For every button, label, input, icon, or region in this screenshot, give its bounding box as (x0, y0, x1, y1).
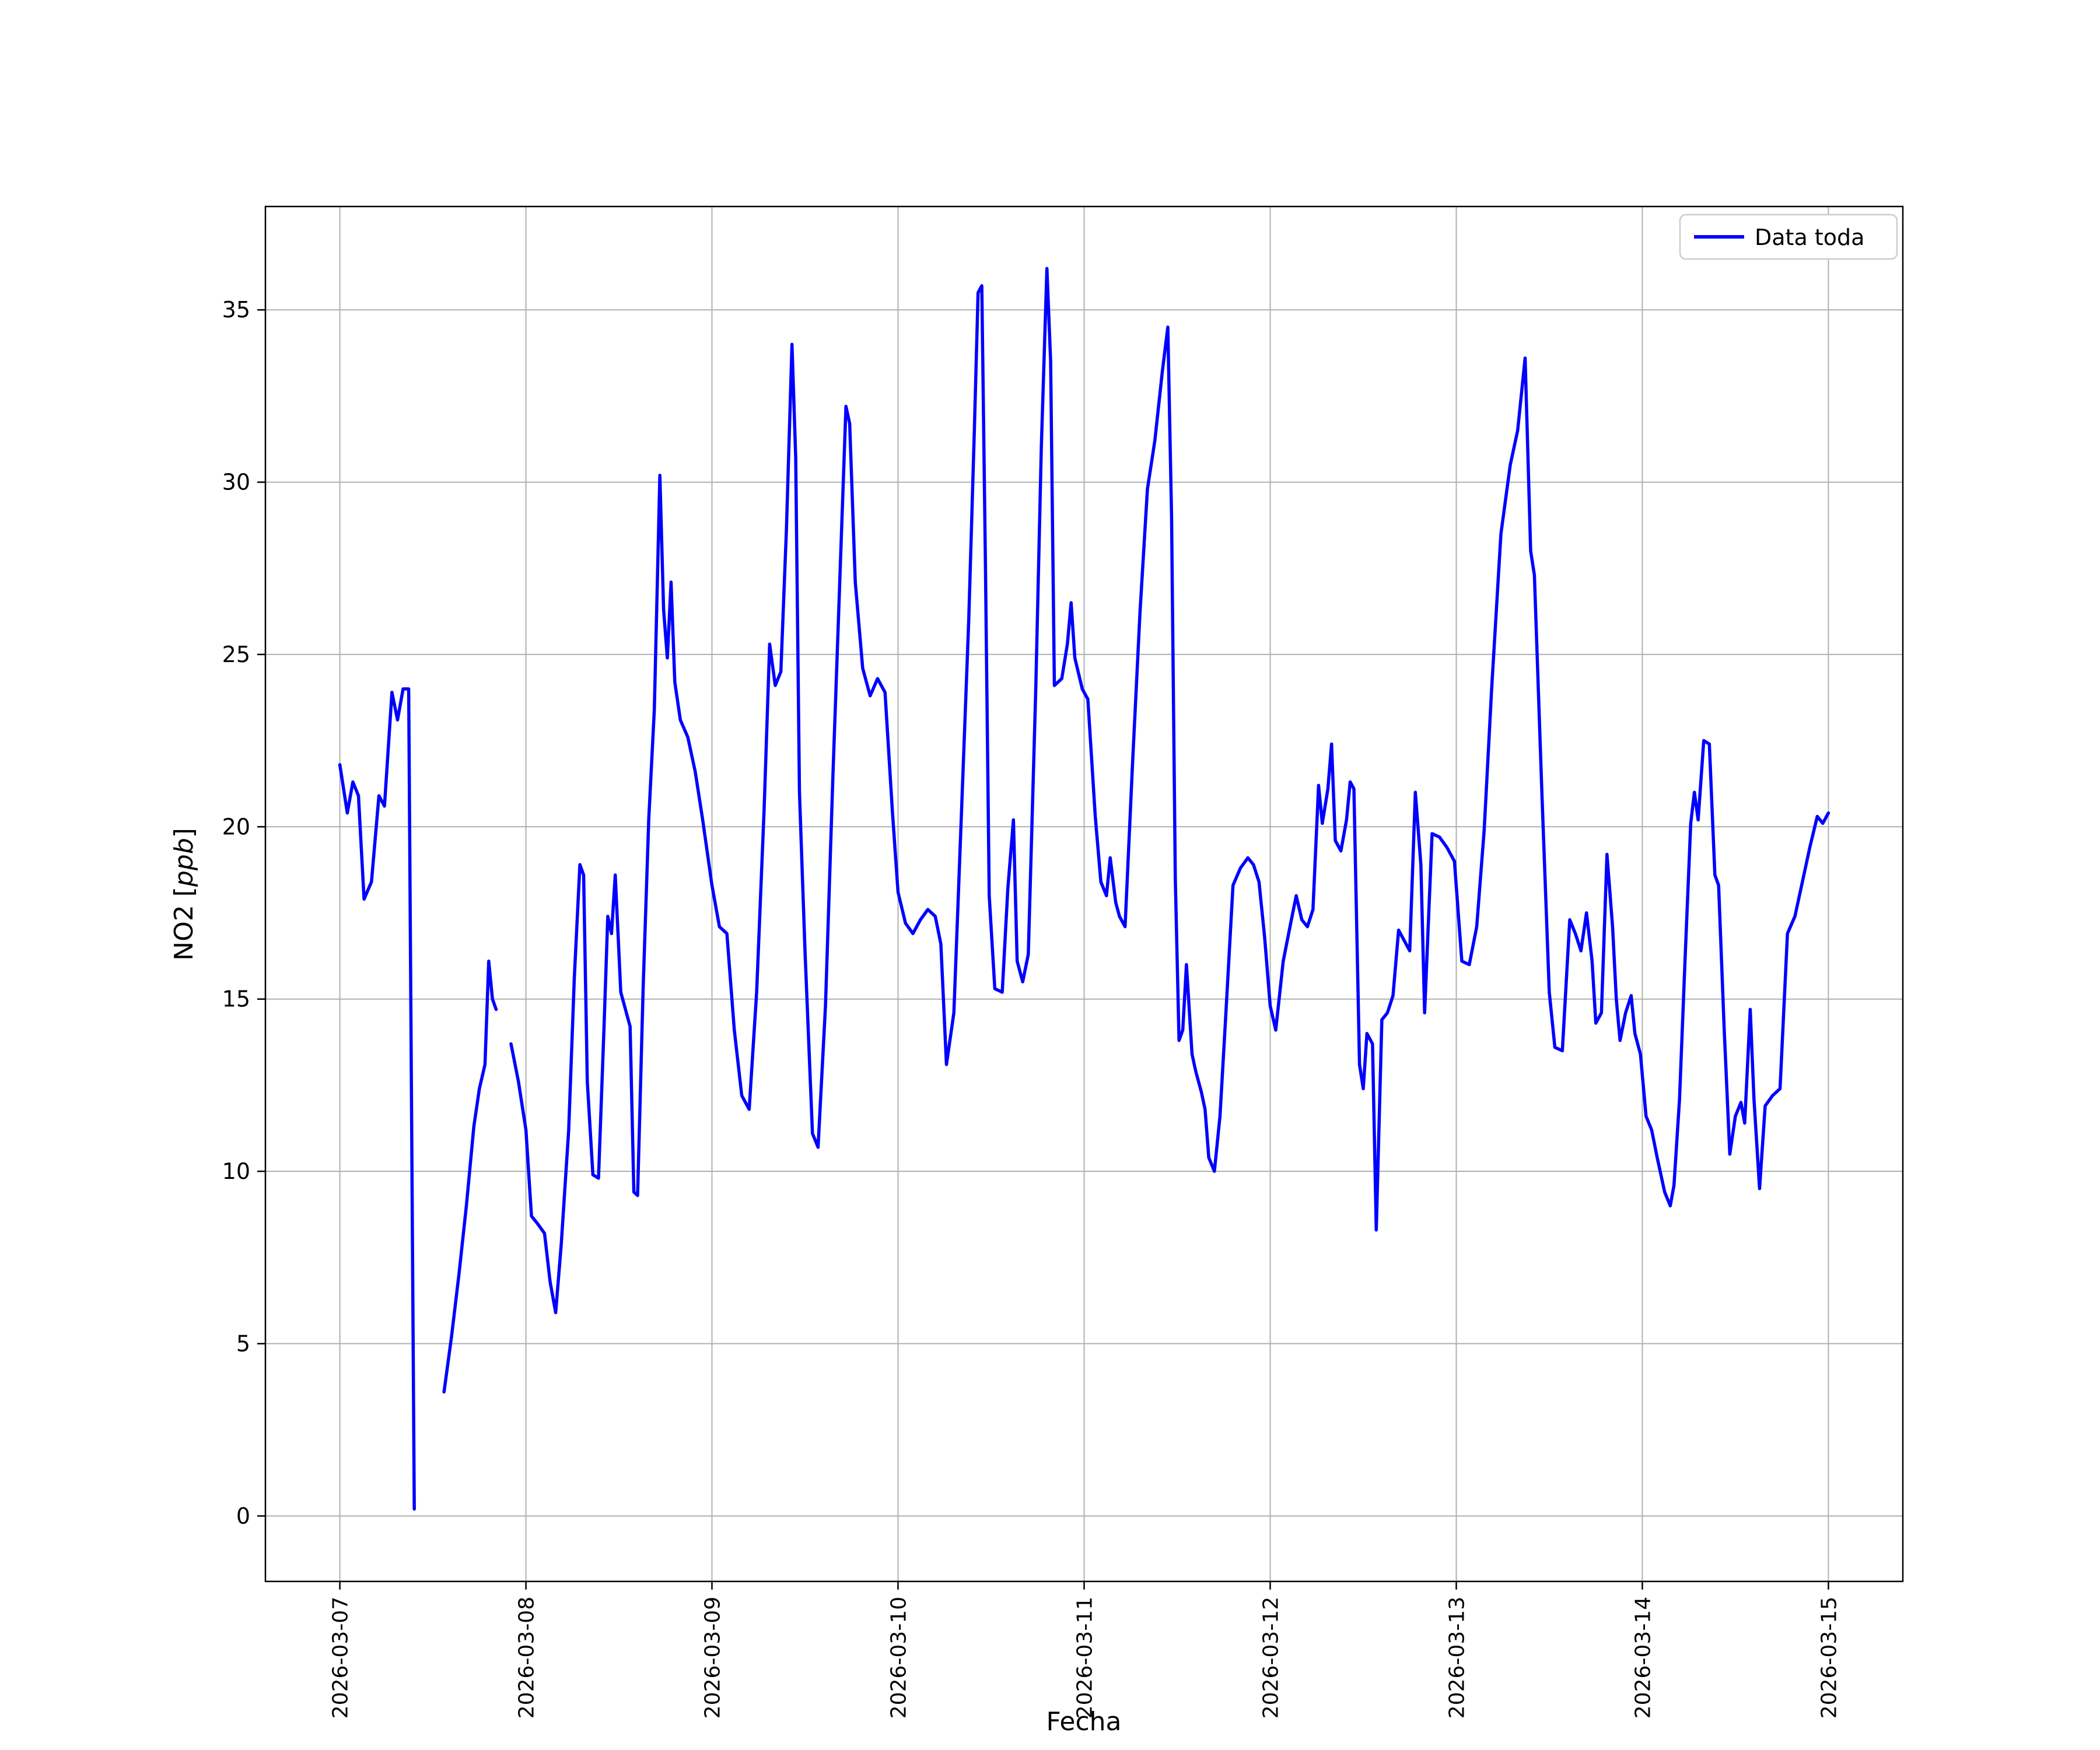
y-axis-label-unit: ppb (169, 838, 199, 887)
x-tick-label: 2026-03-14 (1631, 1597, 1655, 1718)
legend-label: Data toda (1755, 225, 1864, 250)
y-axis-label-prefix: NO2 [ (169, 887, 199, 961)
x-tick-label: 2026-03-08 (515, 1597, 539, 1718)
y-tick-label: 10 (222, 1158, 250, 1184)
x-tick-label: 2026-03-13 (1446, 1597, 1469, 1718)
y-axis-label: NO2 [ppb] (169, 828, 199, 961)
y-tick-label: 0 (236, 1503, 250, 1529)
legend-frame (1679, 214, 1898, 260)
x-tick-label: 2026-03-09 (701, 1597, 725, 1718)
y-tick-label: 20 (222, 814, 250, 839)
y-tick-label: 25 (222, 642, 250, 667)
x-tick-label: 2026-03-11 (1073, 1597, 1097, 1718)
x-tick-label: 2026-03-10 (887, 1597, 911, 1718)
grid-layer (265, 206, 1903, 1581)
y-tick-label: 30 (222, 470, 250, 495)
legend: Data toda (1679, 214, 1898, 260)
x-tick-label: 2026-03-15 (1817, 1597, 1841, 1718)
y-tick-label: 5 (236, 1331, 250, 1356)
x-axis-label: Fecha (1046, 1707, 1121, 1737)
x-tick-label: 2026-03-12 (1259, 1597, 1283, 1718)
tick-layer: 2026-03-07 2026-03-08 2026-03-09 2026-03-10… (222, 297, 1842, 1718)
y-tick-label: 15 (222, 986, 250, 1012)
x-tick-label: 2026-03-07 (329, 1597, 353, 1718)
y-axis-label-suffix: ] (169, 828, 199, 838)
series-line-data-toda (338, 267, 1831, 1511)
y-tick-label: 35 (222, 297, 250, 323)
